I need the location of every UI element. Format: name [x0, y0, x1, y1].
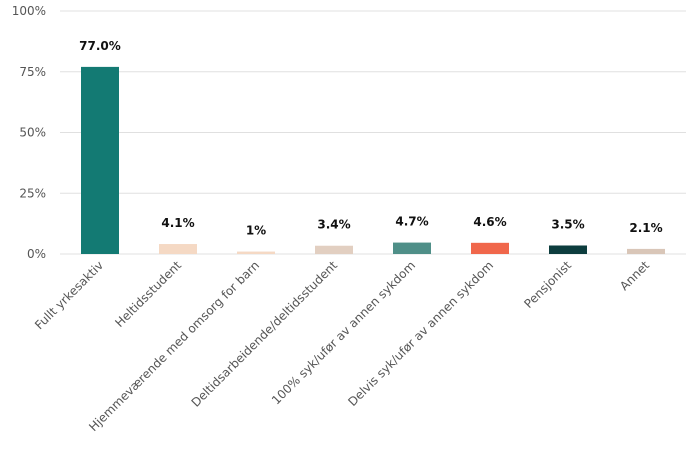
- data-label: 3.5%: [551, 217, 584, 231]
- category-label: Fullt yrkesaktiv: [32, 258, 106, 332]
- data-label: 4.7%: [395, 215, 428, 229]
- data-label: 1%: [246, 224, 266, 238]
- bar: [393, 242, 431, 254]
- category-label: Delvis syk/ufør av annen sykdom: [345, 258, 496, 409]
- bar: [81, 66, 119, 254]
- gridlines: [60, 10, 686, 255]
- x-axis-category-labels: Fullt yrkesaktiv HeltidsstudentHjemmevære…: [32, 258, 652, 434]
- data-label: 2.1%: [629, 221, 662, 235]
- bar: [237, 251, 275, 254]
- y-tick-label: 75%: [19, 65, 46, 79]
- category-label: 100% syk/ufør av annen sykdom: [269, 258, 418, 407]
- bar: [315, 245, 353, 254]
- data-label: 77.0%: [79, 39, 121, 53]
- bar: [159, 244, 197, 254]
- category-label: Hjemmeværende med omsorg for barn: [86, 258, 262, 434]
- category-label: Annet: [617, 258, 652, 293]
- bar: [471, 242, 509, 254]
- data-label: 3.4%: [317, 218, 350, 232]
- y-axis-tick-labels: 0% 25% 50% 75% 100%: [12, 4, 46, 261]
- category-label: Deltidsarbeidende/deltidsstudent: [189, 258, 341, 410]
- category-label: Pensjonist: [521, 258, 574, 311]
- y-tick-label: 25%: [19, 186, 46, 200]
- bar: [549, 245, 587, 254]
- bar: [627, 248, 665, 254]
- y-tick-label: 50%: [19, 126, 46, 140]
- y-tick-label: 0%: [27, 247, 46, 261]
- category-label: Heltidsstudent: [112, 258, 184, 330]
- data-label: 4.6%: [473, 215, 506, 229]
- data-labels: 77.0% 4.1% 1% 3.4% 4.7% 4.6% 3.5% 2.1%: [79, 39, 662, 238]
- y-tick-label: 100%: [12, 4, 46, 18]
- bars: [81, 66, 665, 254]
- data-label: 4.1%: [161, 216, 194, 230]
